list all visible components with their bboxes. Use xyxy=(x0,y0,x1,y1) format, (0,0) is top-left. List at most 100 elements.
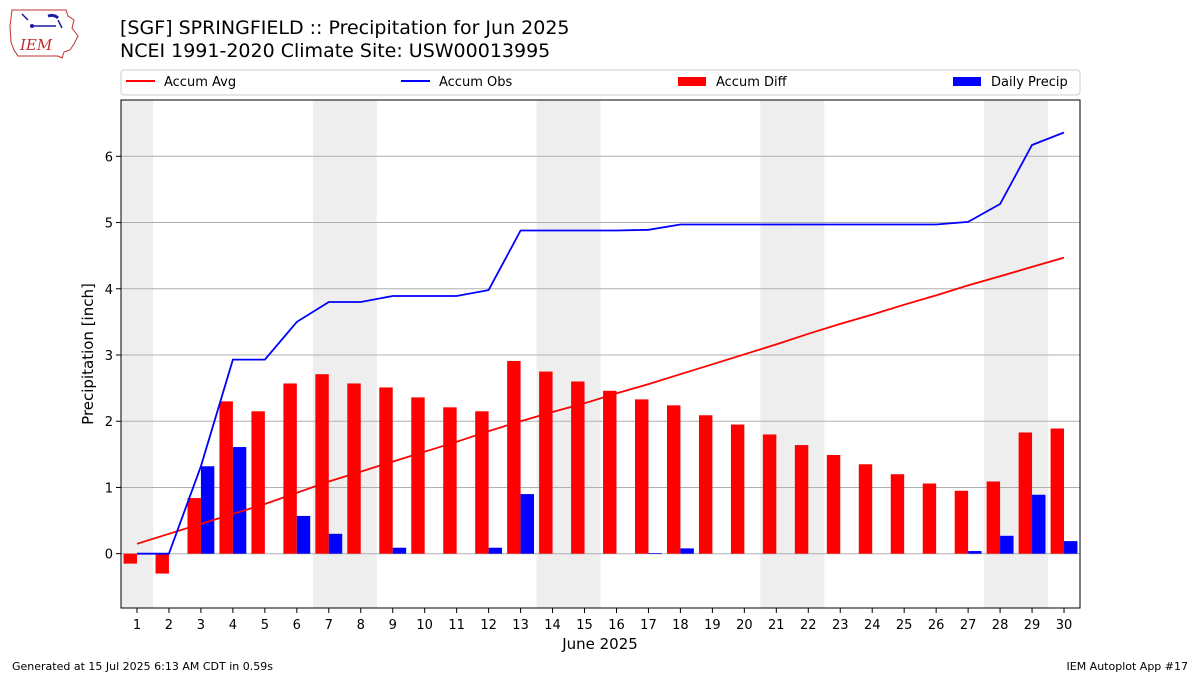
legend-swatch-daily-precip xyxy=(953,77,981,86)
x-tick-label-7: 7 xyxy=(325,618,333,633)
x-tick-label-13: 13 xyxy=(512,618,529,633)
diff-bar-20 xyxy=(730,424,745,554)
daily-bar-4 xyxy=(232,447,247,554)
daily-bar-30 xyxy=(1064,541,1078,554)
diff-bar-16 xyxy=(603,390,617,554)
diff-bar-9 xyxy=(379,387,393,554)
diff-bar-6 xyxy=(283,383,297,554)
x-tick-label-25: 25 xyxy=(896,618,913,633)
x-tick-label-28: 28 xyxy=(992,618,1009,633)
diff-bar-29 xyxy=(1018,432,1033,554)
diff-bar-7 xyxy=(315,374,329,554)
x-tick-label-16: 16 xyxy=(608,618,625,633)
diff-bar-27 xyxy=(954,490,969,554)
y-gridlines xyxy=(121,155,1080,555)
diff-bar-4 xyxy=(219,401,233,554)
y-axis-label: Precipitation [inch] xyxy=(79,283,97,425)
x-tick-label-9: 9 xyxy=(389,618,397,633)
x-tick-label-29: 29 xyxy=(1024,618,1041,633)
diff-bar-10 xyxy=(411,397,425,554)
x-tick-label-5: 5 xyxy=(261,618,269,633)
diff-bar-1 xyxy=(123,553,137,564)
logo-text: IEM xyxy=(19,36,53,54)
legend-box xyxy=(120,69,1081,96)
y-tick-label-3: 3 xyxy=(105,349,113,364)
x-tick-label-4: 4 xyxy=(229,618,237,633)
diff-bar-28 xyxy=(986,481,1001,554)
y-tick-label-1: 1 xyxy=(105,481,113,496)
diff-bar-14 xyxy=(539,371,553,554)
accum-avg-line xyxy=(136,256,1065,545)
x-tick-label-23: 23 xyxy=(832,618,849,633)
x-axis-label: June 2025 xyxy=(561,635,638,653)
diff-bar-30 xyxy=(1050,428,1065,554)
diff-bar-5 xyxy=(251,411,265,554)
daily-bar-12 xyxy=(488,547,503,554)
legend: Accum Avg Accum Obs Accum Diff Daily Precip xyxy=(120,69,1081,96)
x-tick-label-8: 8 xyxy=(357,618,365,633)
diff-bar-24 xyxy=(858,464,873,554)
legend-label-daily-precip: Daily Precip xyxy=(991,75,1068,90)
daily-bar-18 xyxy=(680,548,694,554)
daily-bar-7 xyxy=(328,533,343,554)
x-tick-label-2: 2 xyxy=(165,618,173,633)
legend-swatch-accum-diff xyxy=(678,77,706,86)
x-tick-label-27: 27 xyxy=(960,618,977,633)
diff-bar-11 xyxy=(443,407,457,554)
daily-bar-3 xyxy=(200,466,215,554)
daily-bar-17 xyxy=(648,553,662,554)
daily-bar-13 xyxy=(520,494,535,554)
diff-bar-25 xyxy=(890,474,905,554)
x-tick-label-14: 14 xyxy=(544,618,561,633)
y-tick-label-5: 5 xyxy=(105,217,113,232)
x-tick-label-17: 17 xyxy=(640,618,657,633)
x-tick-label-18: 18 xyxy=(672,618,689,633)
daily-bar-6 xyxy=(296,515,311,554)
legend-label-accum-avg: Accum Avg xyxy=(164,75,236,90)
footer-app: IEM Autoplot App #17 xyxy=(1066,660,1189,673)
weekend-shading xyxy=(121,100,1049,608)
y-tick-label-4: 4 xyxy=(105,283,113,298)
x-tick-label-19: 19 xyxy=(704,618,721,633)
x-tick-label-15: 15 xyxy=(576,618,593,633)
diff-bar-2 xyxy=(155,553,169,574)
y-tick-label-2: 2 xyxy=(105,415,113,430)
x-tick-label-6: 6 xyxy=(293,618,301,633)
weekend-band-1 xyxy=(121,100,153,608)
x-tick-label-26: 26 xyxy=(928,618,945,633)
daily-bar-28 xyxy=(1000,535,1014,554)
diff-bar-23 xyxy=(826,455,841,554)
diff-bar-17 xyxy=(635,399,649,554)
x-tick-label-24: 24 xyxy=(864,618,881,633)
legend-label-accum-diff: Accum Diff xyxy=(716,75,788,90)
x-tick-label-30: 30 xyxy=(1056,618,1073,633)
x-tick-label-10: 10 xyxy=(416,618,433,633)
x-tick-label-21: 21 xyxy=(768,618,785,633)
x-tick-label-1: 1 xyxy=(133,618,141,633)
diff-bar-18 xyxy=(666,405,681,554)
chart-title: [SGF] SPRINGFIELD :: Precipitation for J… xyxy=(120,17,570,39)
diff-bar-22 xyxy=(794,445,809,554)
diff-bar-19 xyxy=(698,415,713,554)
x-tick-label-3: 3 xyxy=(197,618,205,633)
plot-frame xyxy=(120,99,1081,609)
x-tick-label-12: 12 xyxy=(480,618,497,633)
y-tick-label-6: 6 xyxy=(105,150,113,165)
iem-logo: IEM xyxy=(9,9,79,59)
bars xyxy=(123,360,1078,574)
diff-bar-13 xyxy=(507,360,521,554)
daily-bar-27 xyxy=(968,551,982,554)
x-tick-label-20: 20 xyxy=(736,618,753,633)
diff-bar-26 xyxy=(922,483,937,554)
diff-bar-8 xyxy=(347,383,361,554)
footer-generated: Generated at 15 Jul 2025 6:13 AM CDT in … xyxy=(12,660,273,673)
diff-bar-21 xyxy=(762,434,777,554)
daily-bar-9 xyxy=(392,547,407,554)
legend-label-accum-obs: Accum Obs xyxy=(439,75,512,90)
daily-bar-29 xyxy=(1032,494,1046,554)
x-tick-label-11: 11 xyxy=(448,618,465,633)
diff-bar-12 xyxy=(475,411,489,554)
y-tick-label-0: 0 xyxy=(105,548,113,563)
